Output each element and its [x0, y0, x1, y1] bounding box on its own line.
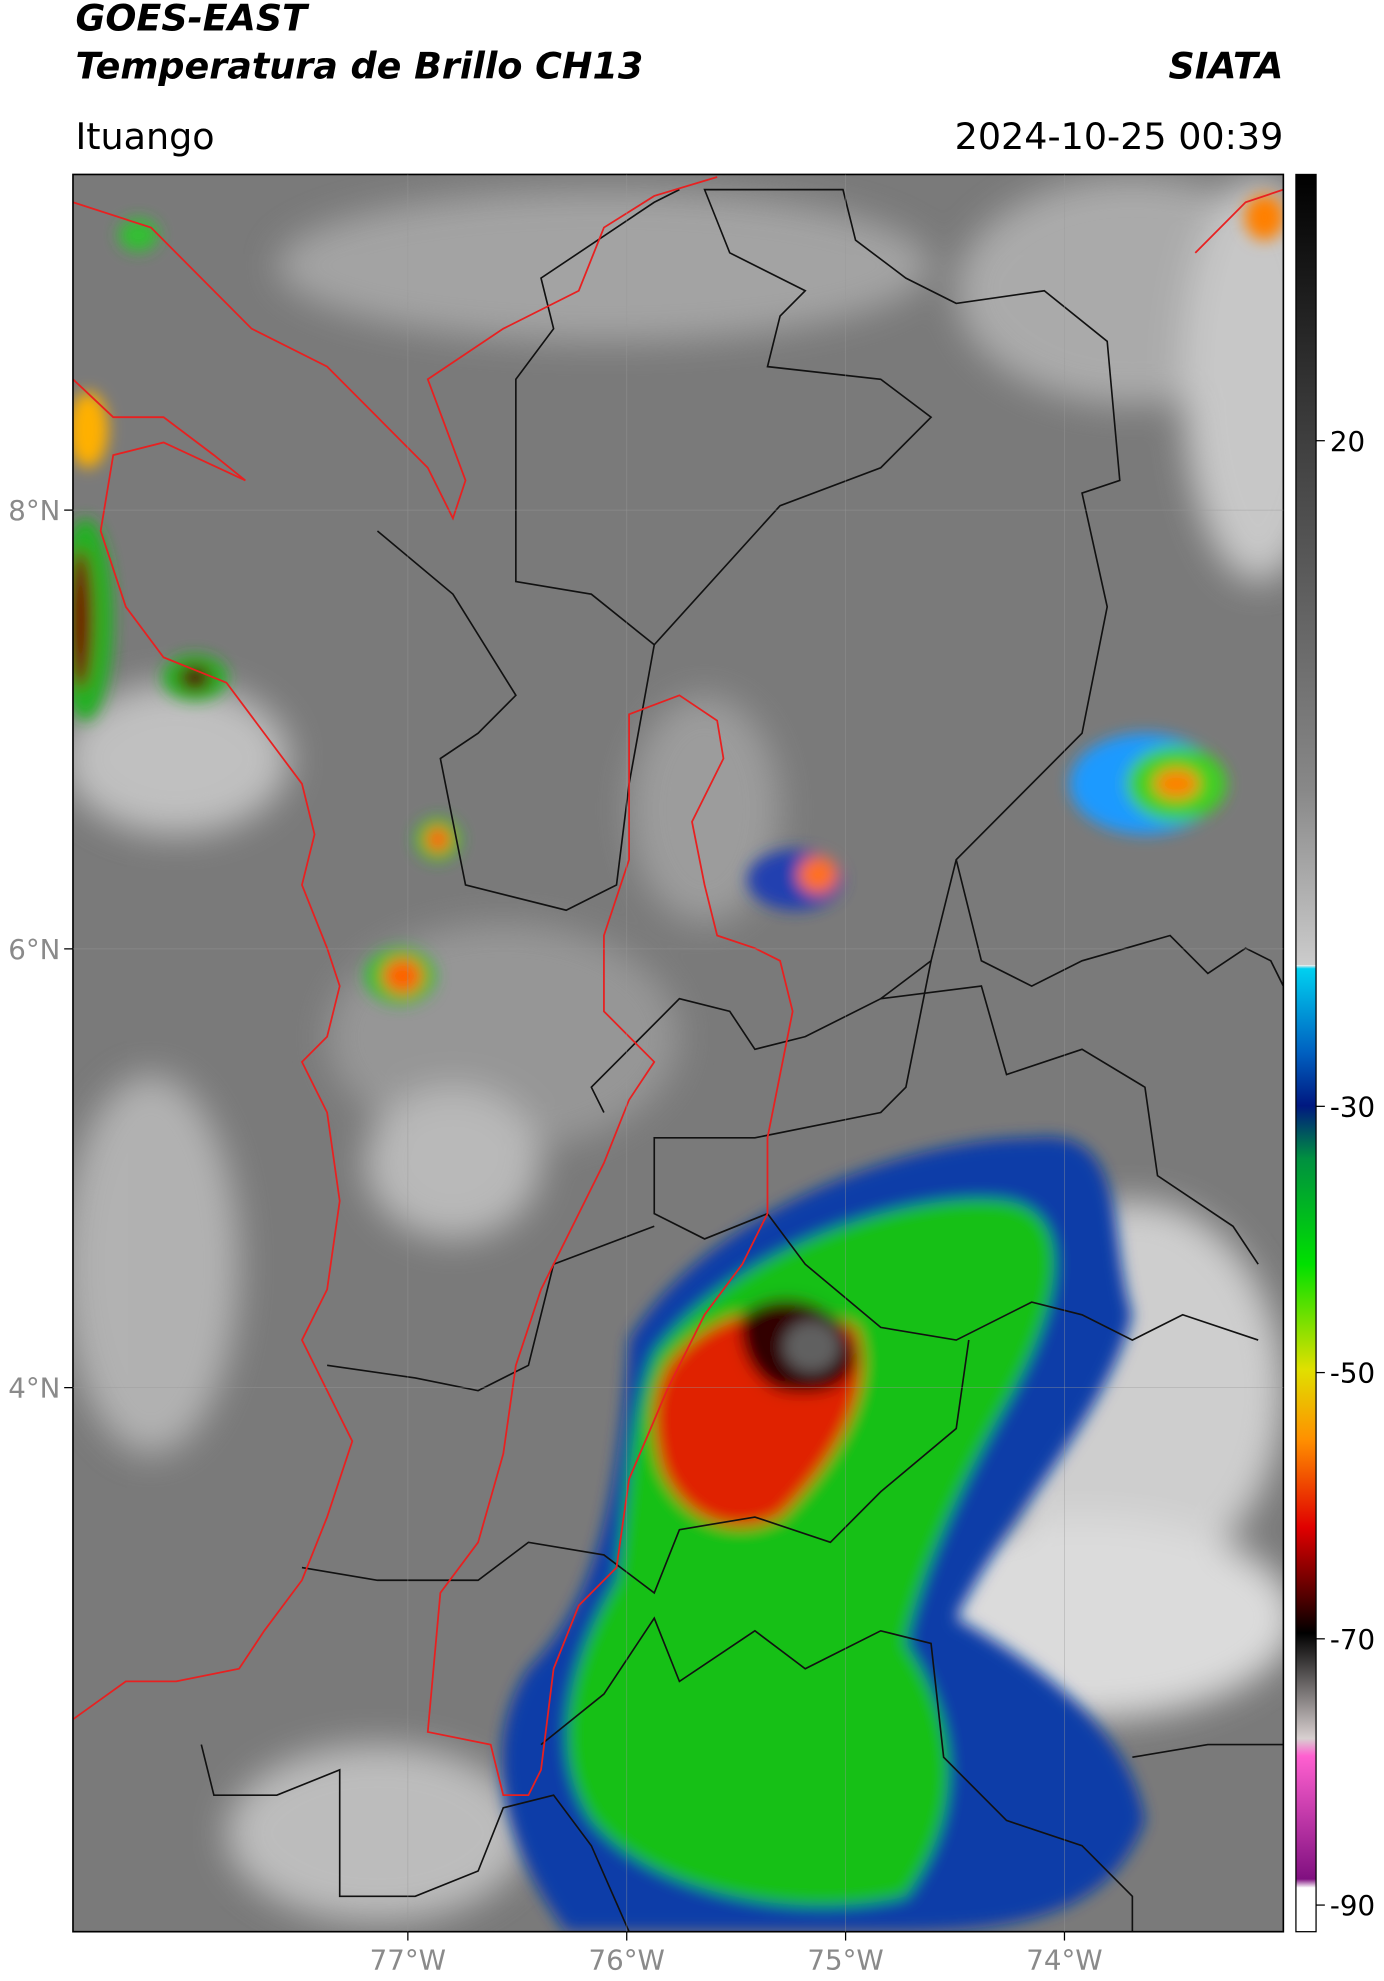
- colorbar: [1295, 173, 1317, 1933]
- datetime: 2024-10-25 00:39: [955, 115, 1284, 158]
- lat-tick-label: 4°N: [8, 1372, 60, 1405]
- location: Ituango: [75, 115, 214, 158]
- subtitle: Temperatura de Brillo CH13: [75, 44, 643, 87]
- colorbar-tick-label: -30: [1330, 1090, 1375, 1123]
- colorbar-tick-label: 20: [1330, 425, 1365, 458]
- lon-tick-label: 75°W: [807, 1944, 883, 1977]
- title: GOES-EAST: [75, 0, 310, 39]
- lon-tick-label: 74°W: [1026, 1944, 1102, 1977]
- colorbar-tick-label: -70: [1330, 1623, 1375, 1656]
- satellite-image: [72, 174, 1284, 1932]
- brand: SIATA: [1168, 44, 1283, 87]
- lat-tick-label: 8°N: [8, 494, 60, 527]
- colorbar-tick-label: -50: [1330, 1357, 1375, 1390]
- map-frame: [72, 173, 1285, 1933]
- lon-tick-label: 77°W: [370, 1944, 446, 1977]
- lat-tick-label: 6°N: [8, 933, 60, 966]
- colorbar-tick-label: -90: [1330, 1889, 1375, 1922]
- lon-tick-label: 76°W: [589, 1944, 665, 1977]
